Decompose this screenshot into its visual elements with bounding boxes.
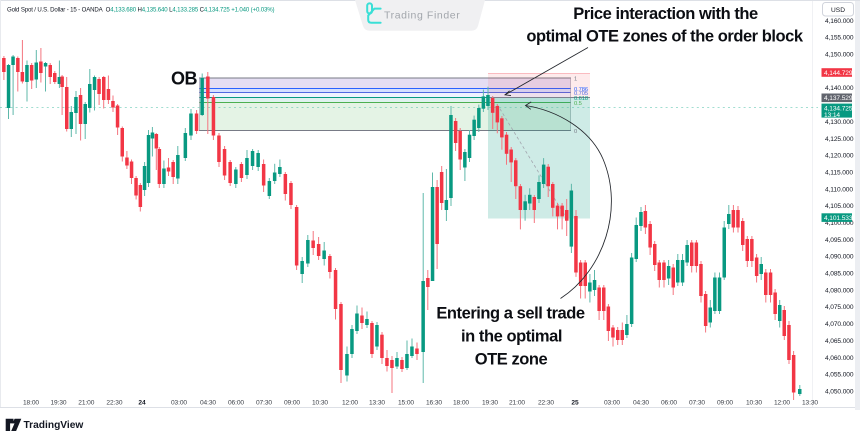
svg-text:16:30: 16:30 — [426, 399, 442, 406]
svg-text:12:00: 12:00 — [774, 399, 790, 406]
svg-text:4,140.000: 4,140.000 — [825, 85, 854, 92]
svg-text:0.618: 0.618 — [574, 96, 588, 102]
svg-text:07:30: 07:30 — [256, 399, 272, 406]
svg-text:4,085.000: 4,085.000 — [825, 271, 854, 278]
svg-text:25: 25 — [571, 399, 579, 406]
svg-text:22:30: 22:30 — [106, 399, 122, 406]
svg-text:4,150.000: 4,150.000 — [825, 52, 854, 59]
svg-text:13:14: 13:14 — [824, 112, 840, 119]
svg-text:0.705: 0.705 — [574, 91, 588, 97]
svg-text:19:30: 19:30 — [482, 399, 498, 406]
svg-text:19:30: 19:30 — [50, 399, 66, 406]
svg-text:03:00: 03:00 — [171, 399, 187, 406]
svg-text:4,080.000: 4,080.000 — [825, 287, 854, 294]
svg-text:4,130.000: 4,130.000 — [825, 119, 854, 126]
svg-text:4,160.000: 4,160.000 — [825, 18, 854, 25]
svg-text:4,055.000: 4,055.000 — [825, 372, 854, 379]
svg-text:21:00: 21:00 — [509, 399, 525, 406]
svg-text:OTE zone: OTE zone — [475, 351, 548, 369]
svg-text:OB: OB — [171, 69, 198, 89]
svg-text:21:00: 21:00 — [78, 399, 94, 406]
svg-text:4,134.725: 4,134.725 — [824, 105, 853, 112]
svg-text:06:00: 06:00 — [661, 399, 677, 406]
svg-text:4,100.000: 4,100.000 — [825, 220, 854, 227]
svg-text:4,065.000: 4,065.000 — [825, 338, 854, 345]
svg-text:4,070.000: 4,070.000 — [825, 321, 854, 328]
svg-text:18:00: 18:00 — [453, 399, 469, 406]
svg-text:18:00: 18:00 — [23, 399, 39, 406]
svg-text:Entering a sell trade: Entering a sell trade — [436, 305, 585, 323]
svg-text:4,090.000: 4,090.000 — [825, 254, 854, 261]
svg-text:07:30: 07:30 — [689, 399, 705, 406]
svg-text:04:30: 04:30 — [633, 399, 649, 406]
svg-text:24: 24 — [138, 399, 146, 406]
svg-text:4,075.000: 4,075.000 — [825, 304, 854, 311]
svg-text:Gold Spot / U.S. Dollar - 15 -: Gold Spot / U.S. Dollar - 15 - OANDA O4,… — [7, 7, 274, 14]
svg-text:4,101.533: 4,101.533 — [824, 215, 853, 222]
svg-text:4,110.000: 4,110.000 — [825, 186, 853, 193]
svg-text:03:00: 03:00 — [604, 399, 620, 406]
svg-text:09:00: 09:00 — [717, 399, 733, 406]
svg-text:4,155.000: 4,155.000 — [825, 35, 854, 42]
svg-text:09:00: 09:00 — [284, 399, 300, 406]
svg-text:4,120.000: 4,120.000 — [825, 153, 854, 160]
svg-text:Price interaction with the: Price interaction with the — [573, 5, 758, 23]
svg-text:4,060.000: 4,060.000 — [825, 355, 854, 362]
svg-text:0.5: 0.5 — [574, 101, 582, 107]
svg-text:0.786: 0.786 — [574, 87, 588, 93]
svg-text:4,095.000: 4,095.000 — [825, 237, 854, 244]
svg-text:4,115.000: 4,115.000 — [825, 170, 853, 177]
svg-text:Trading Finder: Trading Finder — [384, 10, 460, 22]
svg-text:10:30: 10:30 — [746, 399, 762, 406]
svg-text:13:30: 13:30 — [369, 399, 385, 406]
svg-text:04:30: 04:30 — [200, 399, 216, 406]
svg-text:4,125.000: 4,125.000 — [825, 136, 854, 143]
svg-text:4,137.529: 4,137.529 — [824, 95, 853, 102]
svg-text:in the optimal: in the optimal — [461, 328, 562, 346]
svg-text:06:00: 06:00 — [228, 399, 244, 406]
svg-text:13:30: 13:30 — [802, 399, 818, 406]
svg-text:USD: USD — [831, 7, 845, 14]
svg-text:4,105.000: 4,105.000 — [825, 203, 854, 210]
svg-text:TradingView: TradingView — [24, 420, 84, 431]
svg-text:4,144.729: 4,144.729 — [824, 70, 853, 77]
svg-text:0: 0 — [574, 129, 577, 135]
svg-text:4,050.000: 4,050.000 — [825, 389, 854, 396]
svg-text:optimal OTE zones of the order: optimal OTE zones of the order block — [526, 28, 804, 46]
svg-text:22:30: 22:30 — [538, 399, 554, 406]
svg-text:10:30: 10:30 — [312, 399, 328, 406]
svg-text:15:00: 15:00 — [398, 399, 414, 406]
svg-text:1: 1 — [574, 76, 577, 82]
svg-text:12:00: 12:00 — [342, 399, 358, 406]
